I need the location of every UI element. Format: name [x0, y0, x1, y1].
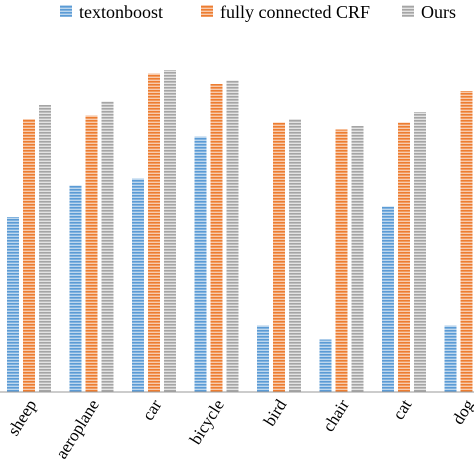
legend-swatch-fully-connected-crf	[201, 5, 213, 17]
x-tick-label-car: car	[138, 396, 165, 424]
legend: textonboost fully connected CRF Ours	[60, 2, 456, 22]
bar-ours-cat	[414, 112, 426, 392]
bar-textonboost-bird	[257, 325, 269, 392]
bar-fully-connected-crf-bicycle	[210, 84, 223, 392]
bar-fully-connected-crf-car	[148, 73, 160, 392]
x-tick-label-sheep: sheep	[4, 396, 41, 439]
bar-fully-connected-crf-aeroplane	[85, 115, 98, 392]
bars	[7, 70, 473, 392]
bar-ours-bicycle	[226, 80, 239, 392]
x-tick-labels: sheep aeroplane car bicycle bird chair cat dog	[4, 396, 474, 463]
bar-ours-bird	[289, 119, 301, 392]
bar-fully-connected-crf-cat	[398, 122, 410, 392]
bar-ours-aeroplane	[101, 101, 114, 392]
legend-label-fully-connected-crf: fully connected CRF	[220, 2, 370, 22]
bar-fully-connected-crf-dog	[460, 91, 473, 392]
legend-label-ours: Ours	[421, 2, 456, 22]
bar-ours-chair	[351, 126, 364, 392]
x-tick-label-bicycle: bicycle	[186, 396, 228, 448]
bar-ours-sheep	[39, 105, 51, 392]
legend-swatch-ours	[402, 5, 414, 17]
x-tick-label-cat: cat	[389, 396, 416, 423]
bar-fully-connected-crf-bird	[273, 122, 285, 392]
x-tick-label-dog: dog	[448, 396, 474, 428]
bar-fully-connected-crf-chair	[335, 129, 348, 392]
bar-textonboost-sheep	[7, 217, 19, 392]
bar-textonboost-bicycle	[194, 136, 207, 392]
x-tick-label-chair: chair	[319, 396, 353, 435]
bar-textonboost-dog	[444, 325, 457, 392]
bar-ours-car	[164, 70, 176, 392]
bar-textonboost-aeroplane	[69, 185, 82, 392]
bar-textonboost-cat	[382, 206, 394, 392]
bar-textonboost-car	[132, 178, 144, 392]
x-tick-label-aeroplane: aeroplane	[52, 396, 103, 462]
legend-swatch-textonboost	[60, 5, 72, 17]
legend-label-textonboost: textonboost	[79, 2, 163, 22]
bar-fully-connected-crf-sheep	[23, 119, 35, 392]
bar-textonboost-chair	[319, 339, 332, 392]
x-tick-label-bird: bird	[260, 396, 291, 430]
